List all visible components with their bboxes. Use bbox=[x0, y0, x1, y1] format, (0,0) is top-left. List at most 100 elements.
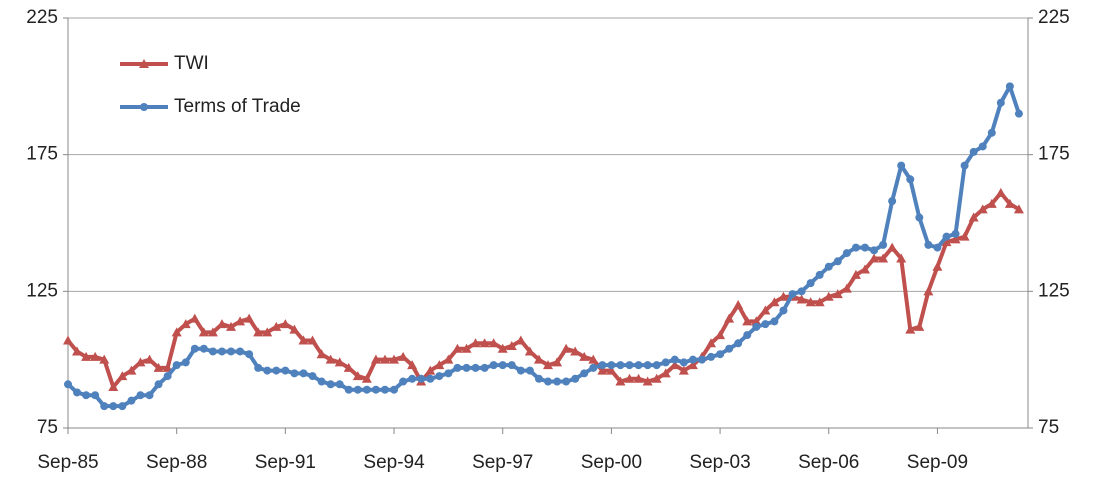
marker bbox=[607, 361, 616, 370]
marker bbox=[743, 331, 752, 340]
marker bbox=[724, 313, 735, 323]
y-tick-label: 175 bbox=[26, 144, 58, 165]
marker bbox=[171, 327, 182, 337]
marker bbox=[968, 212, 979, 222]
marker bbox=[580, 369, 589, 378]
marker bbox=[660, 368, 671, 378]
marker bbox=[81, 351, 92, 361]
marker bbox=[371, 385, 380, 394]
marker bbox=[715, 330, 726, 340]
marker bbox=[1014, 109, 1023, 118]
marker bbox=[64, 380, 72, 389]
line bbox=[66, 84, 1021, 409]
y2-tick-label: 175 bbox=[1038, 144, 1070, 165]
marker bbox=[136, 391, 145, 400]
marker bbox=[879, 240, 888, 249]
marker bbox=[706, 338, 717, 348]
marker bbox=[407, 360, 418, 370]
marker bbox=[408, 374, 417, 383]
marker bbox=[72, 346, 83, 356]
marker bbox=[797, 287, 806, 296]
marker bbox=[444, 369, 453, 378]
marker bbox=[245, 350, 254, 359]
marker bbox=[606, 365, 617, 375]
marker bbox=[588, 354, 599, 364]
marker bbox=[216, 319, 227, 329]
marker bbox=[344, 385, 353, 394]
marker bbox=[525, 366, 534, 375]
marker bbox=[497, 343, 508, 353]
marker bbox=[326, 380, 335, 389]
marker bbox=[869, 253, 880, 263]
marker bbox=[180, 319, 191, 329]
marker bbox=[806, 279, 815, 288]
marker bbox=[488, 338, 499, 348]
marker bbox=[651, 373, 662, 383]
marker bbox=[399, 377, 408, 386]
marker bbox=[643, 361, 652, 370]
marker bbox=[716, 350, 725, 359]
marker bbox=[434, 360, 445, 370]
marker bbox=[244, 313, 255, 323]
x-tick-label: Sep-85 bbox=[37, 452, 98, 473]
marker bbox=[832, 289, 843, 299]
marker bbox=[226, 321, 237, 331]
marker bbox=[960, 161, 969, 170]
marker bbox=[361, 373, 372, 383]
marker bbox=[109, 402, 118, 411]
marker bbox=[906, 175, 915, 184]
marker bbox=[389, 354, 400, 364]
marker bbox=[479, 338, 490, 348]
y-tick-label: 125 bbox=[26, 280, 58, 301]
marker bbox=[814, 297, 825, 307]
y2-tick-label: 125 bbox=[1038, 280, 1070, 301]
marker bbox=[380, 385, 389, 394]
marker bbox=[589, 363, 598, 372]
marker bbox=[471, 363, 480, 372]
marker bbox=[425, 365, 436, 375]
marker bbox=[352, 371, 363, 381]
marker bbox=[236, 347, 245, 356]
marker bbox=[752, 322, 761, 331]
marker bbox=[461, 343, 472, 353]
marker bbox=[498, 361, 507, 370]
marker bbox=[1004, 198, 1015, 208]
legend-label: TWI bbox=[174, 53, 209, 74]
marker bbox=[117, 371, 128, 381]
marker bbox=[823, 291, 834, 301]
marker bbox=[878, 253, 889, 263]
marker bbox=[778, 291, 789, 301]
marker bbox=[272, 366, 281, 375]
marker bbox=[118, 402, 127, 411]
marker bbox=[1013, 204, 1024, 214]
marker bbox=[453, 363, 462, 372]
marker bbox=[145, 391, 154, 400]
marker bbox=[860, 243, 869, 252]
marker bbox=[951, 229, 960, 238]
marker bbox=[334, 357, 345, 367]
marker bbox=[516, 366, 525, 375]
marker bbox=[162, 362, 173, 372]
marker bbox=[761, 320, 770, 329]
marker bbox=[570, 346, 581, 356]
marker bbox=[181, 358, 190, 367]
marker bbox=[271, 321, 282, 331]
marker bbox=[507, 361, 516, 370]
marker bbox=[959, 231, 970, 241]
marker bbox=[126, 365, 137, 375]
marker bbox=[842, 249, 851, 258]
marker bbox=[905, 324, 916, 334]
x-tick-label: Sep-09 bbox=[907, 452, 968, 473]
marker bbox=[779, 306, 788, 315]
y2-tick-label: 225 bbox=[1038, 7, 1070, 28]
marker bbox=[370, 354, 381, 364]
marker bbox=[335, 380, 344, 389]
marker bbox=[978, 142, 987, 151]
marker bbox=[417, 374, 426, 383]
marker bbox=[91, 391, 100, 400]
marker bbox=[452, 343, 463, 353]
marker bbox=[669, 360, 680, 370]
x-tick-label: Sep-00 bbox=[581, 452, 642, 473]
marker bbox=[254, 363, 263, 372]
